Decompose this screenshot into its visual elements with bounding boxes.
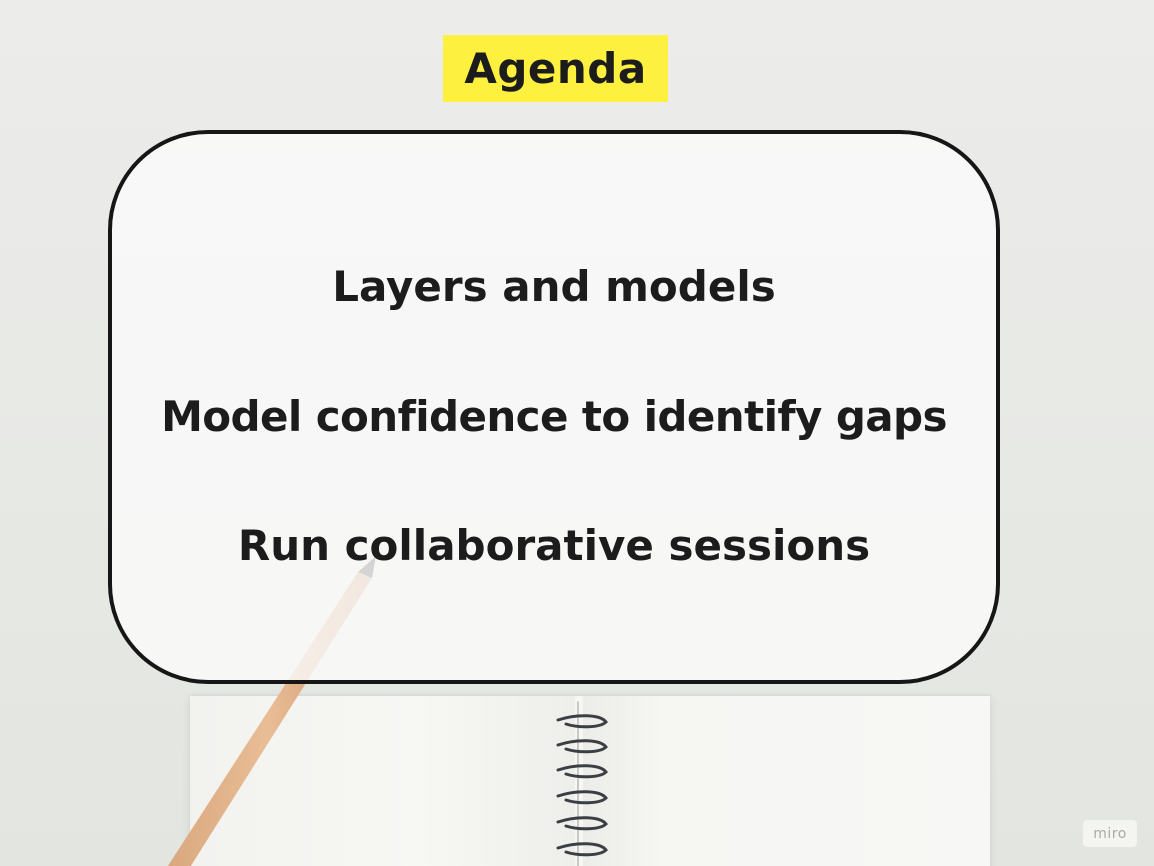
agenda-item: Run collaborative sessions [237,521,871,570]
agenda-card: Layers and models Model confidence to id… [108,130,1000,684]
notebook-left-page [190,696,575,866]
spiral-binding-icon [556,701,608,866]
agenda-item: Model confidence to identify gaps [161,392,947,441]
title-highlight: Agenda [443,35,668,102]
miro-watermark-label: miro [1093,825,1127,842]
miro-watermark: miro [1083,820,1137,847]
page-title: Agenda [464,44,647,93]
agenda-item: Layers and models [332,262,776,311]
notebook-right-page [583,696,990,866]
